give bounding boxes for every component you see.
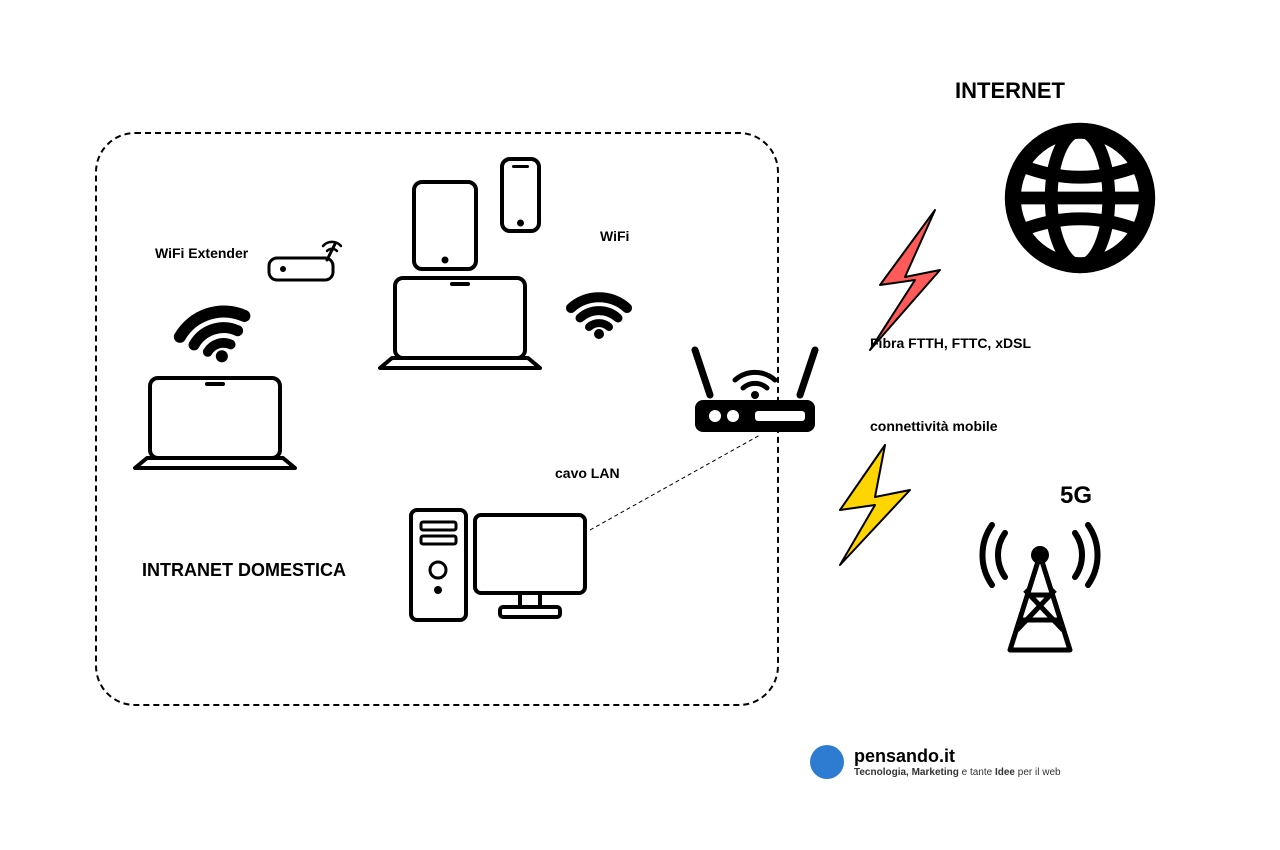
desktop-pc-icon (405, 490, 595, 630)
wifi-center-icon (565, 278, 633, 340)
brand-badge-icon (810, 745, 844, 779)
conn-mobile-label: connettività mobile (870, 418, 998, 434)
phone-icon (498, 155, 543, 235)
laptop-center-icon (370, 270, 550, 380)
wifi-label: WiFi (600, 228, 629, 244)
cell-tower-icon (960, 495, 1120, 655)
brand-subtitle: Tecnologia, Marketing e tante Idee per i… (854, 767, 1061, 778)
brand-title: pensando.it (854, 747, 1061, 765)
laptop-left-icon (125, 370, 305, 480)
intranet-heading: INTRANET DOMESTICA (142, 560, 346, 581)
fibra-label: Fibra FTTH, FTTC, xDSL (870, 335, 1031, 351)
cavo-lan-label: cavo LAN (555, 465, 620, 481)
router-icon (685, 340, 825, 450)
globe-icon (1000, 118, 1160, 278)
diagram-stage: INTERNET WiFi Extender WiFi cavo LAN INT… (0, 0, 1280, 850)
wifi-extender-icon (265, 238, 350, 290)
tablet-icon (410, 178, 480, 273)
brand-logo: pensando.it Tecnologia, Marketing e tant… (810, 745, 1061, 779)
fiveg-label: 5G (1060, 482, 1092, 510)
internet-heading: INTERNET (955, 78, 1065, 104)
wifi-extender-label: WiFi Extender (155, 245, 248, 261)
